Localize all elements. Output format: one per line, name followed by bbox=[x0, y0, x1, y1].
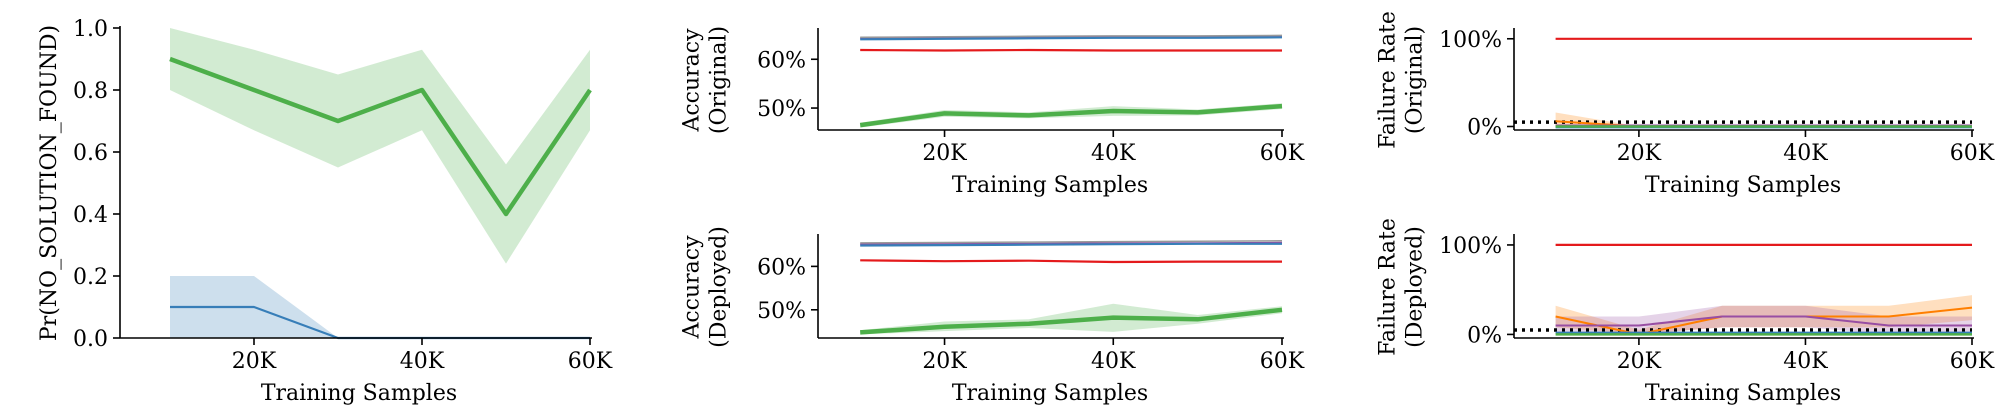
y-axis-title: Pr(NO_SOLUTION_FOUND) bbox=[37, 25, 62, 341]
y-tick-label: 60% bbox=[757, 255, 806, 280]
series-line-gray bbox=[860, 34, 1283, 39]
series-line-blue bbox=[860, 36, 1283, 41]
y-tick-label: 100% bbox=[1439, 234, 1502, 259]
y-tick-label: 50% bbox=[757, 299, 806, 324]
y-tick-label: 0.4 bbox=[73, 203, 108, 228]
y-axis-title-line: Failure Rate bbox=[1376, 11, 1401, 149]
y-axis-title-line: (Original) bbox=[707, 26, 732, 134]
x-tick-label: 60K bbox=[1950, 349, 1995, 374]
y-axis-title-line: (Original) bbox=[1403, 26, 1428, 134]
x-tick-label: 60K bbox=[568, 349, 613, 374]
y-axis-title-line: Accuracy bbox=[680, 28, 705, 133]
x-axis-title: Training Samples bbox=[1645, 381, 1841, 406]
y-tick-label: 0.6 bbox=[73, 141, 108, 166]
x-axis-title: Training Samples bbox=[261, 381, 457, 406]
x-tick-label: 40K bbox=[1783, 141, 1828, 166]
y-tick-label: 0% bbox=[1467, 115, 1502, 140]
y-tick-label: 1.0 bbox=[73, 17, 108, 42]
y-axis-title-line: Pr(NO_SOLUTION_FOUND) bbox=[37, 25, 62, 341]
x-tick-label: 40K bbox=[1091, 141, 1136, 166]
chart-no-solution-found: 20K 40K 60K 0.0 0.2 0.4 0.6 0.8 1.0 Training Samp… bbox=[37, 17, 613, 406]
y-tick-label: 0% bbox=[1467, 323, 1502, 348]
confidence-band-blue bbox=[170, 276, 590, 338]
y-tick-label: 100% bbox=[1439, 28, 1502, 53]
y-tick-label: 0.8 bbox=[73, 79, 108, 104]
y-axis-title-line: Accuracy bbox=[680, 235, 705, 340]
y-tick-label: 0.0 bbox=[73, 327, 108, 352]
series-line-purple bbox=[1555, 315, 1972, 327]
series-line-green bbox=[860, 307, 1283, 335]
x-tick-label: 20K bbox=[232, 349, 277, 374]
x-tick-label: 40K bbox=[400, 349, 445, 374]
chart-accuracy-original: 20K 40K 60K 50% 60% Training Samples Accuracy(… bbox=[680, 26, 1305, 198]
series-line-blue bbox=[860, 242, 1282, 247]
x-tick-label: 20K bbox=[1617, 349, 1662, 374]
confidence-band-orange bbox=[1555, 295, 1972, 335]
y-tick-label: 50% bbox=[757, 97, 806, 122]
x-tick-label: 20K bbox=[922, 141, 967, 166]
y-axis-title: Failure Rate (Original) bbox=[1376, 11, 1428, 149]
x-axis-title: Training Samples bbox=[952, 173, 1148, 198]
y-tick-label: 0.2 bbox=[73, 265, 108, 290]
series-line-green bbox=[859, 103, 1283, 128]
x-tick-label: 20K bbox=[1617, 141, 1662, 166]
x-axis-title: Training Samples bbox=[1645, 173, 1841, 198]
y-axis-title: Accuracy (Original) bbox=[680, 26, 732, 134]
y-axis-title-line: (Deployed) bbox=[1403, 226, 1428, 348]
y-axis-title-line: (Deployed) bbox=[707, 226, 732, 348]
x-tick-label: 60K bbox=[1260, 349, 1305, 374]
confidence-band-green bbox=[170, 28, 590, 264]
x-tick-label: 40K bbox=[1091, 349, 1136, 374]
chart-failure-rate-original: 20K 40K 60K 0% 100% Training Samples Failure R… bbox=[1376, 11, 1995, 198]
series-line-red bbox=[860, 259, 1282, 264]
confidence-band-purple bbox=[1555, 305, 1972, 335]
chart-accuracy-deployed: 20K 40K 60K 50% 60% Training Samples Accuracy(… bbox=[680, 226, 1305, 406]
chart-failure-rate-deployed: 20K 40K 60K 0% 100% Training Samples Failure R… bbox=[1376, 218, 1995, 406]
y-axis-title: Failure Rate (Deployed) bbox=[1376, 218, 1428, 356]
series-line-green bbox=[169, 56, 592, 217]
x-tick-label: 20K bbox=[922, 349, 967, 374]
x-tick-label: 60K bbox=[1260, 141, 1305, 166]
series-line-gray bbox=[860, 240, 1283, 244]
x-axis-title: Training Samples bbox=[952, 381, 1148, 406]
x-tick-label: 60K bbox=[1950, 141, 1995, 166]
y-axis-title: Accuracy (Deployed) bbox=[680, 226, 732, 348]
y-axis-title-line: Failure Rate bbox=[1376, 218, 1401, 356]
x-tick-label: 40K bbox=[1783, 349, 1828, 374]
series-line-red bbox=[860, 48, 1282, 52]
y-tick-label: 60% bbox=[757, 48, 806, 73]
